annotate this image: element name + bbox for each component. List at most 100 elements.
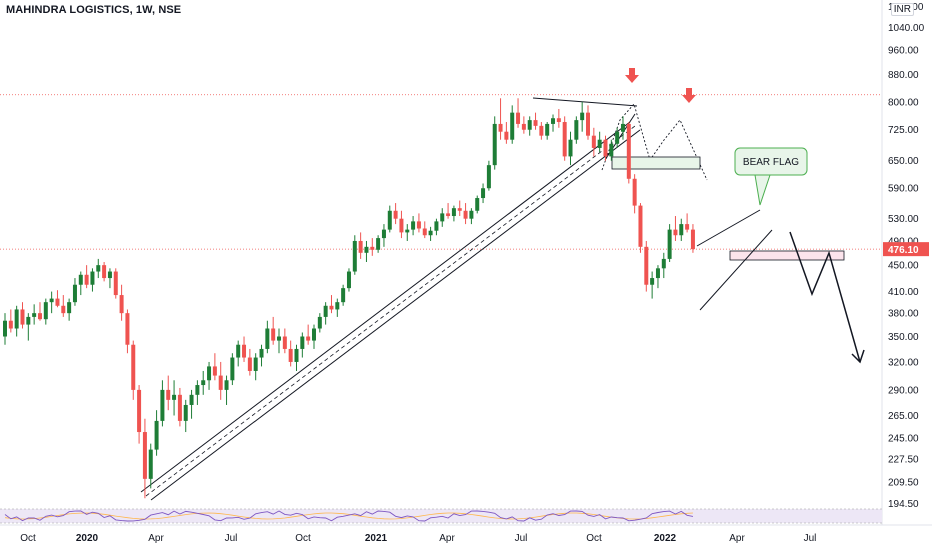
candle-body bbox=[177, 394, 182, 421]
candle-body bbox=[247, 357, 252, 371]
y-tick-label: 650.00 bbox=[888, 156, 919, 167]
candle-body bbox=[294, 348, 299, 362]
candle-body bbox=[142, 432, 147, 479]
candle-body bbox=[440, 213, 445, 222]
candle-body bbox=[411, 221, 416, 230]
candle-body bbox=[551, 118, 556, 124]
y-tick-label: 265.00 bbox=[888, 411, 919, 422]
y-tick-label: 880.00 bbox=[888, 70, 919, 81]
candle-body bbox=[218, 375, 223, 390]
candle-body bbox=[341, 288, 346, 303]
channel-line-upper bbox=[140, 121, 631, 493]
candle-body bbox=[259, 348, 264, 358]
triangle-line-top bbox=[532, 97, 638, 107]
y-tick-label: 227.50 bbox=[888, 454, 919, 465]
candle-body bbox=[463, 210, 468, 219]
candle-body bbox=[212, 366, 217, 376]
candle-body bbox=[655, 268, 660, 279]
candle-body bbox=[428, 230, 433, 236]
candle-body bbox=[469, 210, 474, 219]
bear-flag-upper-line bbox=[696, 209, 761, 247]
candle-body bbox=[154, 420, 159, 450]
y-tick-label: 590.00 bbox=[888, 184, 919, 195]
y-tick-label: 245.00 bbox=[888, 433, 919, 444]
y-tick-label: 1040.00 bbox=[888, 23, 925, 34]
candle-body bbox=[3, 320, 7, 337]
candle-body bbox=[586, 112, 590, 136]
candle-body bbox=[61, 305, 66, 314]
bear-flag-label: BEAR FLAG bbox=[743, 157, 799, 168]
candle-body bbox=[78, 274, 83, 285]
candle-body bbox=[539, 125, 544, 136]
candle-body bbox=[556, 118, 561, 123]
candle-body bbox=[195, 385, 200, 395]
candle-body bbox=[626, 123, 631, 179]
candle-body bbox=[265, 328, 270, 349]
candle-body bbox=[148, 449, 153, 479]
bearish-projection-path bbox=[789, 231, 861, 363]
candle-body bbox=[620, 123, 625, 132]
candle-body bbox=[667, 229, 672, 259]
candle-body bbox=[521, 123, 526, 130]
x-tick-label: Jul bbox=[515, 533, 528, 544]
bear-flag-support-box bbox=[729, 250, 845, 261]
candle-body bbox=[481, 188, 486, 199]
candle-body bbox=[166, 389, 171, 400]
x-tick-label: 2020 bbox=[76, 533, 99, 544]
x-tick-label: Apr bbox=[439, 533, 455, 544]
candle-body bbox=[498, 123, 503, 132]
candle-body bbox=[183, 404, 188, 421]
candle-body bbox=[160, 389, 165, 421]
last-price-tag bbox=[883, 242, 929, 257]
candle-body bbox=[405, 229, 410, 233]
candle-body bbox=[352, 240, 357, 272]
candle-body bbox=[364, 246, 369, 253]
y-tick-label: 209.50 bbox=[888, 478, 919, 489]
x-tick-label: 2022 bbox=[654, 533, 677, 544]
candle-body bbox=[387, 210, 392, 230]
candle-body bbox=[527, 120, 532, 130]
candle-body bbox=[393, 210, 398, 219]
y-tick-label: 725.00 bbox=[888, 125, 919, 136]
x-tick-label: Oct bbox=[295, 533, 311, 544]
candle-body bbox=[358, 240, 363, 253]
candle-body bbox=[422, 228, 427, 236]
candle-body bbox=[236, 344, 241, 358]
candle-body bbox=[230, 357, 235, 381]
channel-line-mid bbox=[145, 125, 636, 497]
candle-body bbox=[271, 328, 276, 341]
candle-body bbox=[131, 344, 136, 390]
candle-body bbox=[650, 278, 655, 285]
candle-body bbox=[545, 123, 550, 136]
y-tick-label: 450.00 bbox=[888, 261, 919, 272]
candle-body bbox=[189, 394, 194, 405]
candle-body bbox=[253, 357, 258, 371]
x-tick-label: Apr bbox=[729, 533, 745, 544]
candle-body bbox=[107, 271, 112, 279]
candle-body bbox=[690, 229, 695, 250]
x-tick-label: Jul bbox=[225, 533, 238, 544]
candle-body bbox=[96, 265, 101, 272]
rsi-signal-line bbox=[4, 512, 693, 520]
candle-body bbox=[510, 112, 515, 140]
candle-body bbox=[644, 246, 649, 285]
candle-body bbox=[72, 284, 77, 303]
candle-body bbox=[90, 271, 95, 285]
bear-flag-lower-line bbox=[699, 229, 773, 311]
candle-body bbox=[492, 123, 497, 166]
y-tick-label: 320.00 bbox=[888, 357, 919, 368]
x-tick-label: 2021 bbox=[365, 533, 388, 544]
y-tick-label: 380.00 bbox=[888, 309, 919, 320]
candle-body bbox=[119, 295, 124, 314]
last-price-tag-label: 476.10 bbox=[888, 245, 919, 256]
candle-body bbox=[516, 112, 521, 124]
candle-body bbox=[434, 221, 439, 231]
candle-body bbox=[661, 258, 666, 269]
candle-body bbox=[486, 165, 491, 189]
down-arrow-icon bbox=[625, 68, 639, 83]
x-tick-label: Apr bbox=[148, 533, 164, 544]
candle-body bbox=[113, 271, 118, 296]
x-tick-label: Oct bbox=[20, 533, 36, 544]
y-tick-label: 800.00 bbox=[888, 97, 919, 108]
